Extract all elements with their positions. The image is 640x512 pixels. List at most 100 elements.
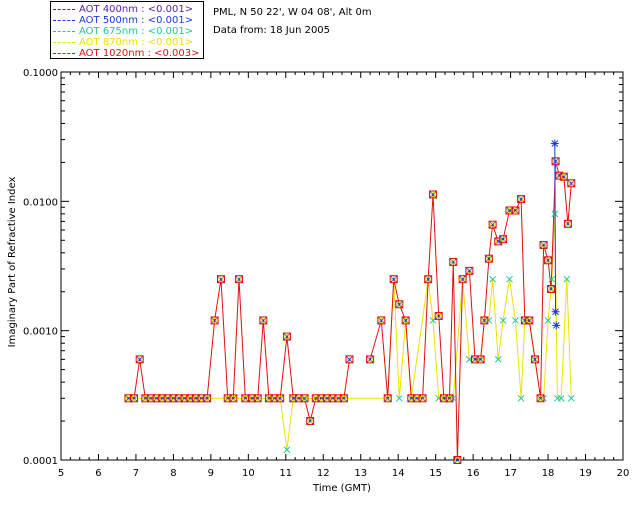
data-point [547, 285, 555, 293]
data-point [210, 316, 219, 325]
data-point [283, 333, 291, 340]
legend-line-icon [53, 8, 75, 10]
data-point [389, 275, 398, 284]
data-point [506, 275, 513, 283]
data-point [377, 316, 386, 325]
x-tick-label: 9 [208, 468, 214, 479]
data-point [552, 158, 559, 164]
data-point [216, 275, 225, 284]
x-tick-label: 12 [317, 468, 330, 479]
data-point [466, 267, 473, 275]
x-tick-label: 7 [133, 468, 139, 479]
data-point [130, 394, 139, 403]
data-point [339, 394, 348, 403]
data-point [540, 242, 547, 248]
data-point [520, 316, 529, 325]
data-point [445, 394, 454, 403]
data-point [391, 276, 397, 282]
data-point [481, 317, 488, 324]
data-point [260, 317, 267, 324]
data-point [489, 221, 496, 228]
data-point [484, 254, 493, 263]
legend-item-500nm: AOT 500nm : <0.001> [53, 15, 193, 26]
data-point [217, 275, 225, 283]
data-point [395, 300, 404, 309]
x-tick-label: 6 [95, 468, 101, 479]
data-point [402, 317, 410, 324]
data-point [345, 355, 354, 364]
site-info: PML, N 50 22', W 04 08', Alt 0m [213, 7, 372, 18]
data-point [301, 395, 308, 401]
data-point [284, 333, 290, 340]
data-point [465, 266, 474, 275]
data-point [218, 276, 224, 282]
data-point [242, 395, 249, 401]
data-point [454, 457, 461, 463]
legend-item-675nm: AOT 675nm : <0.001> [53, 26, 193, 37]
data-point [395, 300, 403, 308]
data-point [494, 238, 502, 245]
data-point [544, 256, 553, 265]
data-point [235, 275, 243, 283]
data-point [567, 394, 575, 402]
data-point [545, 257, 551, 264]
data-point [378, 317, 385, 324]
x-tick-label: 13 [354, 468, 367, 479]
data-point [547, 284, 556, 293]
x-tick-label: 10 [242, 468, 255, 479]
data-point [480, 316, 489, 325]
data-point [512, 207, 519, 214]
y-tick-label: 0.1000 [23, 68, 58, 79]
data-point [567, 179, 575, 187]
data-point [561, 174, 567, 180]
data-point [259, 316, 268, 325]
data-point [419, 395, 426, 401]
data-point [544, 256, 552, 264]
data-point [211, 317, 218, 324]
data-point [537, 395, 544, 401]
data-point [230, 395, 237, 401]
legend-line-icon [53, 19, 75, 21]
data-point [424, 275, 433, 284]
data-point [517, 195, 525, 203]
data-point [517, 195, 526, 204]
data-point [435, 313, 442, 319]
x-tick-label: 19 [579, 468, 592, 479]
y-tick-label: 0.0010 [23, 327, 58, 338]
x-tick-label: 16 [467, 468, 480, 479]
series-line [128, 213, 572, 450]
data-point [282, 332, 291, 341]
data-point [563, 275, 571, 283]
data-point [525, 317, 533, 324]
date-info: Data from: 18 Jun 2005 [213, 25, 331, 36]
data-point [559, 172, 568, 181]
data-point [395, 394, 403, 402]
data-point [536, 394, 545, 403]
legend-line-icon [53, 41, 75, 43]
data-point [306, 417, 314, 425]
y-axis-title: Imaginary Part of Refractive Index [7, 177, 18, 348]
data-point [560, 173, 568, 181]
data-point [489, 221, 496, 229]
y-tick-label: 0.0001 [23, 456, 58, 467]
data-point [229, 394, 238, 403]
data-point [131, 395, 137, 401]
data-point [557, 394, 565, 402]
data-point [340, 394, 348, 402]
data-point [540, 241, 547, 249]
data-point [449, 257, 458, 266]
data-point [530, 355, 539, 364]
data-point [425, 276, 431, 282]
data-point [477, 356, 484, 363]
data-point [567, 179, 576, 188]
legend: AOT 400nm : <0.001> AOT 500nm : <0.001> … [50, 1, 204, 59]
data-point [544, 317, 552, 324]
data-point [203, 394, 211, 402]
data-point [494, 356, 502, 363]
data-point [390, 275, 398, 283]
data-point [135, 355, 144, 364]
data-point [563, 219, 572, 228]
data-point [526, 317, 533, 324]
data-point [512, 207, 519, 214]
data-point [383, 394, 392, 403]
